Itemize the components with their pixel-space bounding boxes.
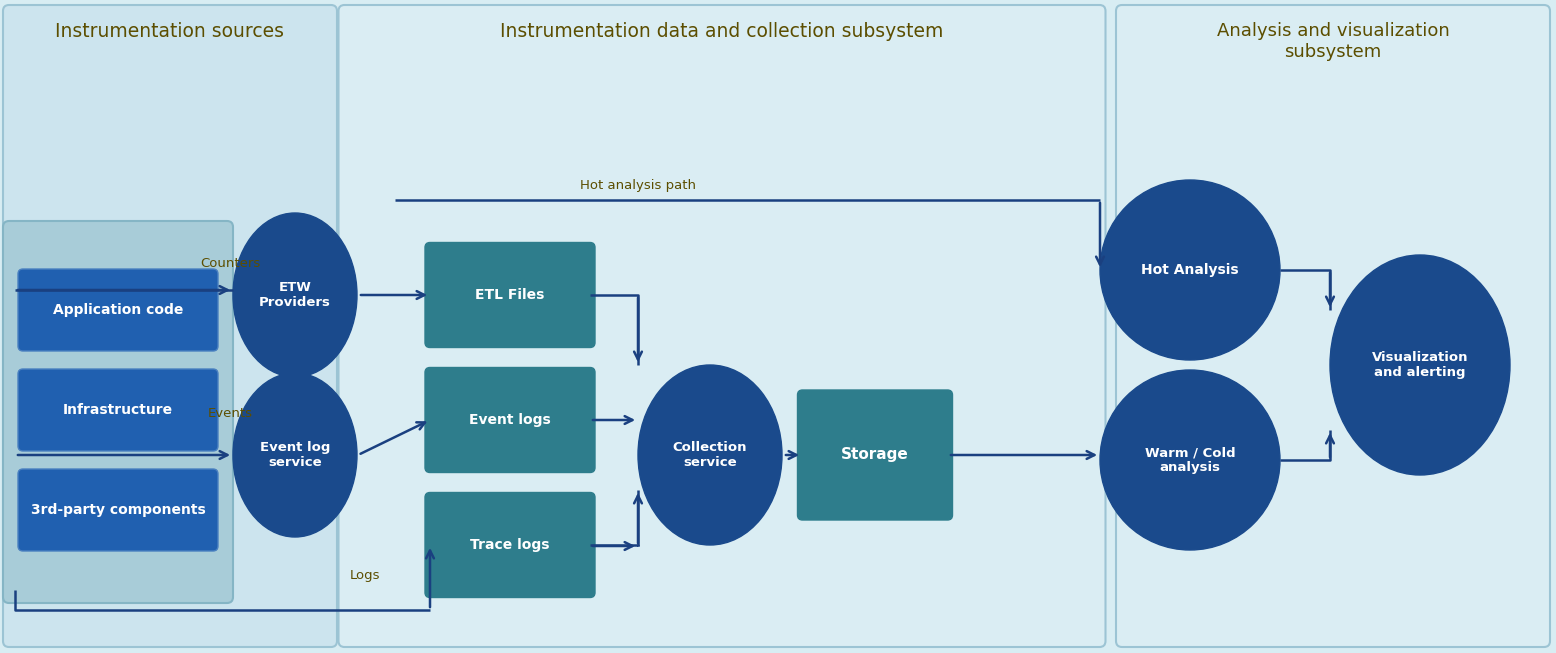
Ellipse shape bbox=[1330, 255, 1509, 475]
FancyBboxPatch shape bbox=[425, 242, 594, 347]
Text: Instrumentation sources: Instrumentation sources bbox=[56, 22, 285, 41]
Ellipse shape bbox=[233, 373, 356, 537]
FancyBboxPatch shape bbox=[19, 369, 218, 451]
FancyBboxPatch shape bbox=[339, 5, 1105, 647]
Text: Visualization
and alerting: Visualization and alerting bbox=[1372, 351, 1469, 379]
Text: Analysis and visualization
subsystem: Analysis and visualization subsystem bbox=[1217, 22, 1449, 61]
Text: Event logs: Event logs bbox=[468, 413, 551, 427]
Text: Event log
service: Event log service bbox=[260, 441, 330, 469]
Text: Counters: Counters bbox=[199, 257, 260, 270]
Text: Logs: Logs bbox=[350, 569, 381, 582]
Text: Instrumentation data and collection subsystem: Instrumentation data and collection subs… bbox=[501, 22, 943, 41]
Text: Trace logs: Trace logs bbox=[470, 538, 549, 552]
Text: Infrastructure: Infrastructure bbox=[62, 403, 173, 417]
Text: Hot analysis path: Hot analysis path bbox=[580, 179, 696, 192]
Ellipse shape bbox=[638, 365, 783, 545]
FancyBboxPatch shape bbox=[3, 5, 338, 647]
Text: Hot Analysis: Hot Analysis bbox=[1141, 263, 1239, 277]
FancyBboxPatch shape bbox=[19, 469, 218, 551]
FancyBboxPatch shape bbox=[798, 390, 952, 520]
FancyBboxPatch shape bbox=[3, 221, 233, 603]
Text: Events: Events bbox=[207, 407, 252, 420]
Ellipse shape bbox=[233, 213, 356, 377]
FancyBboxPatch shape bbox=[425, 368, 594, 473]
FancyBboxPatch shape bbox=[19, 269, 218, 351]
Text: ETW
Providers: ETW Providers bbox=[258, 281, 331, 309]
FancyBboxPatch shape bbox=[425, 492, 594, 597]
Text: 3rd-party components: 3rd-party components bbox=[31, 503, 205, 517]
Text: Storage: Storage bbox=[842, 447, 909, 462]
FancyBboxPatch shape bbox=[1116, 5, 1550, 647]
Text: Collection
service: Collection service bbox=[672, 441, 747, 469]
Text: ETL Files: ETL Files bbox=[475, 288, 545, 302]
Ellipse shape bbox=[1100, 370, 1281, 550]
Text: Application code: Application code bbox=[53, 303, 184, 317]
Text: Warm / Cold
analysis: Warm / Cold analysis bbox=[1145, 446, 1235, 474]
Ellipse shape bbox=[1100, 180, 1281, 360]
